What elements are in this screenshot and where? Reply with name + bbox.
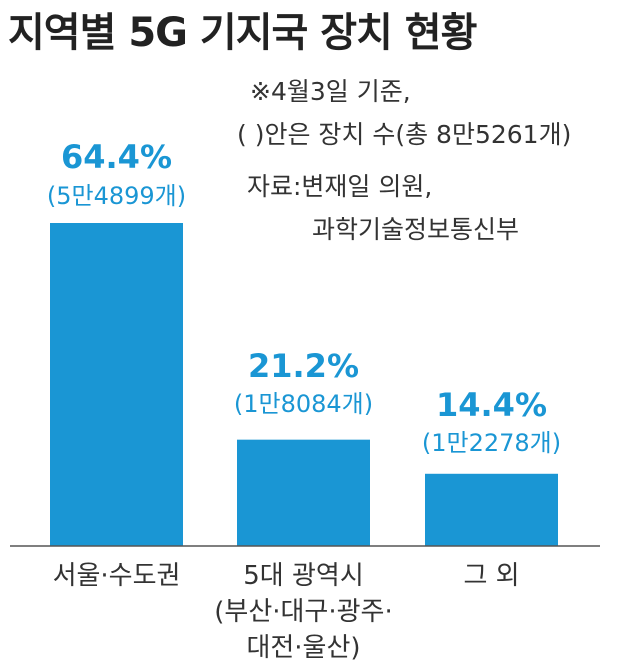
value-label-3: 14.4% [436,386,547,424]
value-label-1: 64.4% [61,138,172,176]
bar-2 [237,439,370,546]
note-source: 자료:변재일 의원, [247,172,433,201]
count-label-2: (1만8084개) [234,390,373,418]
note-date: ※4월3일 기준, [250,77,411,106]
category-label-2-line-3: 대전·울산) [246,633,360,663]
category-label-2-line-2: (부산·대구·광주· [214,597,392,627]
bar-3 [425,473,558,546]
category-label-2-line-1: 5대 광역시 [243,561,364,591]
note-count-explanation: ( )안은 장치 수(총 8만5261개) [237,120,572,149]
bar-1 [50,223,183,546]
count-label-1: (5만4899개) [47,182,186,210]
count-label-3: (1만2278개) [422,429,561,457]
category-label-3-line-1: 그 외 [463,561,519,591]
chart-title: 지역별 5G 기지국 장치 현황 [8,10,477,56]
note-source-ministry: 과학기술정보통신부 [312,215,520,244]
category-label-1-line-1: 서울·수도권 [53,561,181,591]
value-label-2: 21.2% [248,347,359,385]
